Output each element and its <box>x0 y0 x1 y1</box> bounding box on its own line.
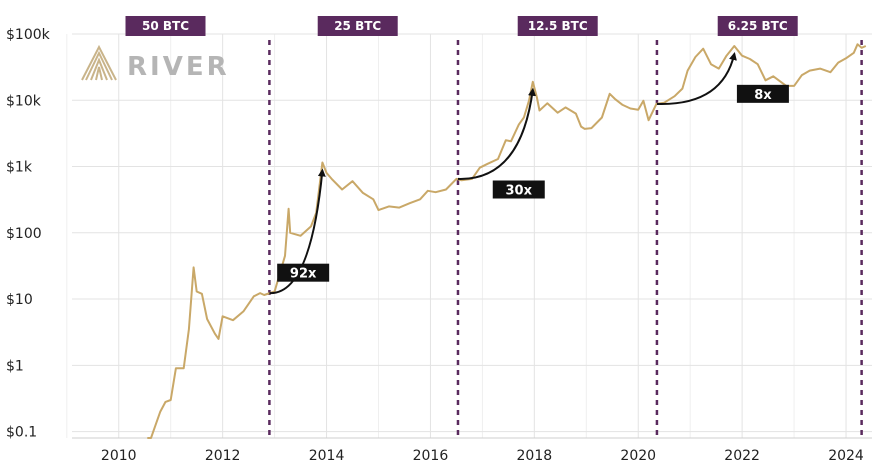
growth-multiple-badge <box>736 84 789 103</box>
y-tick-label: $100 <box>6 226 42 242</box>
growth-multiple-label: 30x <box>506 184 533 199</box>
brand-logo: RIVER <box>81 44 230 82</box>
era-label: 25 BTC <box>334 19 381 33</box>
era-label: 12.5 BTC <box>528 19 588 33</box>
era-badge <box>517 16 598 36</box>
growth-arrows: 92x 30x 8x <box>269 52 789 295</box>
growth-arrow <box>269 168 326 295</box>
growth-multiple-badge <box>492 180 545 199</box>
x-tick-label: 2022 <box>724 448 760 464</box>
halving-lines <box>268 40 863 438</box>
x-tick-label: 2020 <box>620 448 656 464</box>
growth-arrow <box>457 87 536 180</box>
era-label: 6.25 BTC <box>728 19 788 33</box>
x-tick-label: 2016 <box>413 448 449 464</box>
x-tick-label: 2014 <box>309 448 345 464</box>
growth-multiple-label: 92x <box>290 267 317 282</box>
growth-arrow <box>656 52 737 105</box>
y-tick-label: $0.1 <box>6 425 37 441</box>
y-tick-label: $10k <box>6 93 42 109</box>
growth-multiple-label: 8x <box>754 88 772 103</box>
y-tick-label: $100k <box>6 27 51 43</box>
era-badge <box>317 16 398 36</box>
x-tick-label: 2018 <box>517 448 553 464</box>
x-tick-label: 2010 <box>101 448 137 464</box>
price-line <box>147 43 867 439</box>
era-badge <box>125 16 206 36</box>
era-labels: 50 BTC 25 BTC 12.5 BTC 6.25 BTC <box>125 16 798 36</box>
era-badge <box>717 16 798 36</box>
era-label: 50 BTC <box>142 19 189 33</box>
brand-name: RIVER <box>127 52 230 82</box>
price-series <box>147 43 867 439</box>
x-tick-label: 2024 <box>828 448 864 464</box>
growth-multiple-badge <box>277 263 330 282</box>
axes: 2010 2012 2014 2016 2018 2020 2022 2024 $0.1 $1 $1… <box>6 27 872 464</box>
x-tick-label: 2012 <box>205 448 241 464</box>
y-tick-label: $1k <box>6 160 33 176</box>
river-logo-icon <box>81 44 117 81</box>
y-tick-label: $10 <box>6 292 33 308</box>
y-tick-label: $1 <box>6 358 24 374</box>
